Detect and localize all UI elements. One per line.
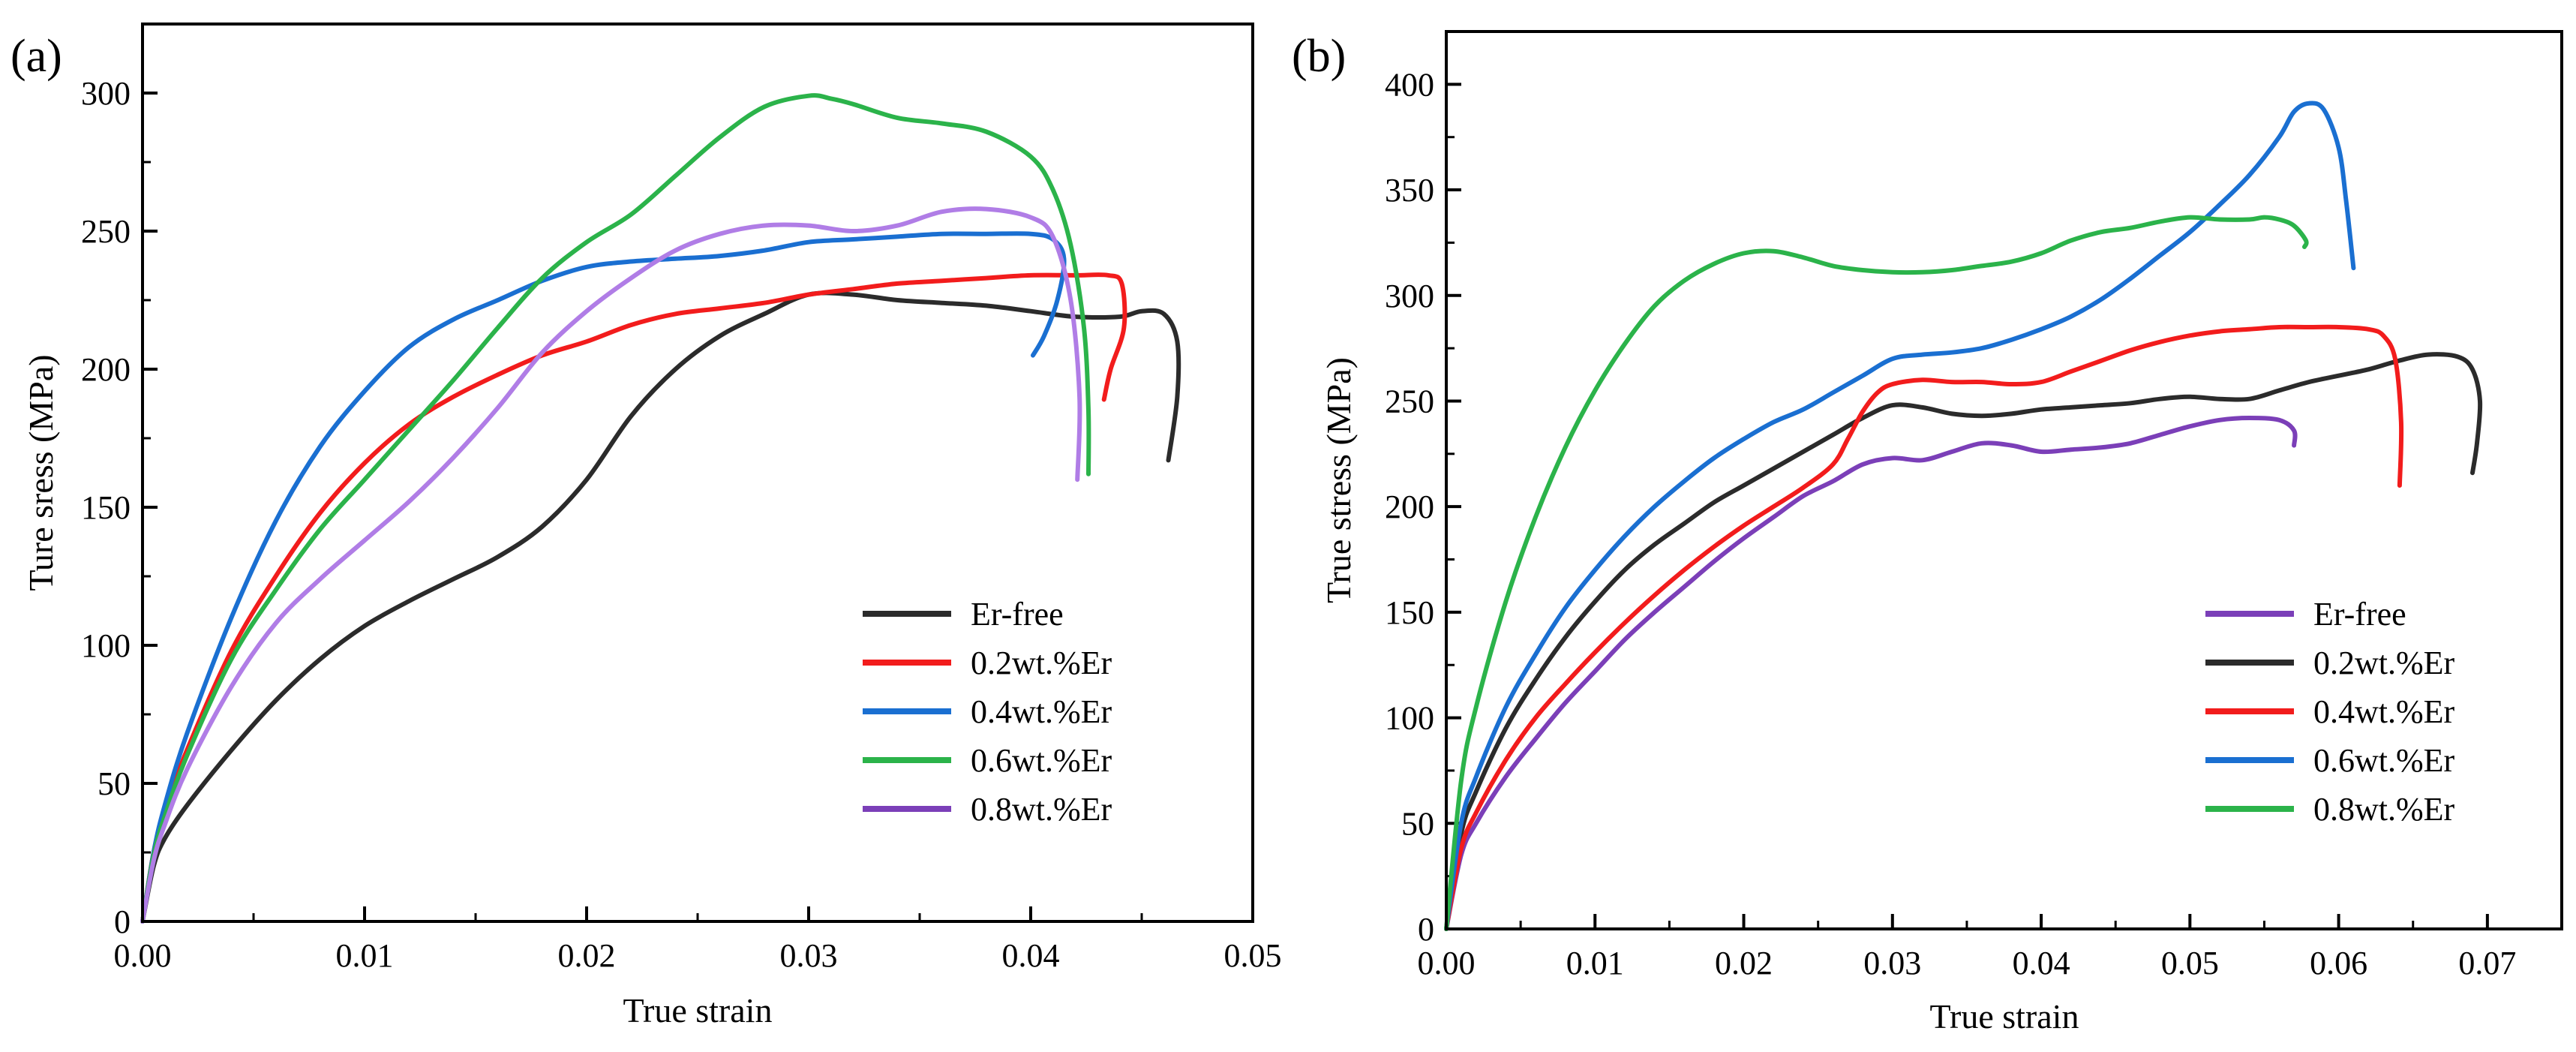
panel-a-legend-label: 0.8wt.%Er xyxy=(971,791,1112,828)
panel-b-y-axis-label: True stress (MPa) xyxy=(1320,357,1358,603)
panel-b-y-tick-label: 350 xyxy=(1385,172,1434,209)
panel-b-series-line-1 xyxy=(1444,352,2483,931)
panel-a-series-line-2 xyxy=(140,231,1067,924)
panel-b-y-tick-label: 50 xyxy=(1401,805,1434,842)
panel-a: (a) 0.00 0.01 0.02 0.03 0.04 0.05 0 50 100 150 200… xyxy=(11,23,1282,1029)
panel-b-legend-label: 0.4wt.%Er xyxy=(2313,693,2455,730)
panel-a-x-tick-label: 0.03 xyxy=(780,937,838,974)
panel-a-x-tick-label: 0.01 xyxy=(336,937,394,974)
panel-a-legend-label: 0.4wt.%Er xyxy=(971,693,1112,730)
panel-b-y-tick-label: 200 xyxy=(1385,488,1434,525)
panel-a-y-tick-label: 300 xyxy=(81,75,131,112)
panel-b-x-tick-label: 0.04 xyxy=(2013,945,2070,981)
panel-a-x-tick-label: 0.05 xyxy=(1224,937,1282,974)
panel-b-series-line-3 xyxy=(1444,101,2356,931)
panel-b-plot-frame xyxy=(1445,30,2563,930)
panel-b-x-tick-label: 0.00 xyxy=(1418,945,1476,981)
panel-a-y-tick-label: 200 xyxy=(81,351,131,388)
panel-a-legend-label: 0.6wt.%Er xyxy=(971,742,1112,779)
panel-b-x-tick-label: 0.03 xyxy=(1863,945,1921,981)
panel-b-legend: Er-free 0.2wt.%Er 0.4wt.%Er 0.6wt.%Er 0.8wt.… xyxy=(2205,596,2455,828)
panel-a-x-axis-label: True strain xyxy=(623,991,773,1029)
panel-a-legend-label: 0.2wt.%Er xyxy=(971,645,1112,681)
panel-a-y-axis-label: Ture sress (MPa) xyxy=(22,354,60,591)
panel-b-y-tick-label: 400 xyxy=(1385,66,1434,103)
panel-a-label: (a) xyxy=(11,31,62,82)
panel-b-ticks: 0.00 0.01 0.02 0.03 0.04 0.05 0.06 0.07 0 50 100 15… xyxy=(1385,66,2516,981)
panel-b-legend-label: Er-free xyxy=(2313,596,2406,633)
panel-b-x-tick-label: 0.01 xyxy=(1566,945,1624,981)
panel-b-series-line-2 xyxy=(1444,324,2404,931)
panel-b-legend-label: 0.2wt.%Er xyxy=(2313,645,2455,681)
panel-b-curves xyxy=(1444,101,2483,931)
panel-a-ticks: 0.00 0.01 0.02 0.03 0.04 0.05 0 50 100 150 200 250 3… xyxy=(81,75,1282,974)
panel-b-legend-label: 0.6wt.%Er xyxy=(2313,742,2455,779)
panel-b: (b) 0.00 0.01 0.02 0.03 0.04 0.05 0.06 0.07 0 50 1… xyxy=(1292,30,2563,1035)
panel-a-x-tick-label: 0.00 xyxy=(114,937,172,974)
panel-a-series-line-4 xyxy=(140,206,1082,924)
panel-b-series-line-4 xyxy=(1444,215,2309,931)
panel-b-x-tick-label: 0.02 xyxy=(1715,945,1773,981)
panel-a-legend: Er-free 0.2wt.%Er 0.4wt.%Er 0.6wt.%Er 0.8wt.… xyxy=(863,596,1112,828)
panel-b-legend-label: 0.8wt.%Er xyxy=(2313,791,2455,828)
panel-a-x-tick-label: 0.02 xyxy=(558,937,616,974)
panel-b-x-axis-label: True strain xyxy=(1930,997,2079,1035)
panel-b-label: (b) xyxy=(1292,31,1346,82)
panel-b-series-line-0 xyxy=(1444,416,2298,931)
panel-a-y-tick-label: 150 xyxy=(81,489,131,526)
panel-a-curves xyxy=(140,93,1181,924)
panel-b-y-tick-label: 250 xyxy=(1385,383,1434,419)
panel-a-legend-label: Er-free xyxy=(971,596,1064,633)
panel-a-y-tick-label: 0 xyxy=(114,903,131,940)
panel-a-series-line-3 xyxy=(140,93,1091,924)
panel-a-y-tick-label: 250 xyxy=(81,213,131,250)
panel-b-x-tick-label: 0.07 xyxy=(2458,945,2516,981)
panel-b-x-tick-label: 0.06 xyxy=(2310,945,2367,981)
panel-a-series-line-0 xyxy=(140,290,1181,924)
panel-b-y-tick-label: 0 xyxy=(1418,911,1434,948)
panel-b-y-tick-label: 300 xyxy=(1385,278,1434,314)
panel-a-y-tick-label: 100 xyxy=(81,627,131,664)
panel-b-y-tick-label: 150 xyxy=(1385,594,1434,631)
panel-b-x-tick-label: 0.05 xyxy=(2161,945,2219,981)
panel-a-x-tick-label: 0.04 xyxy=(1002,937,1060,974)
panel-b-y-tick-label: 100 xyxy=(1385,700,1434,737)
panel-a-plot-frame xyxy=(141,23,1254,923)
panel-a-y-tick-label: 50 xyxy=(98,765,131,802)
